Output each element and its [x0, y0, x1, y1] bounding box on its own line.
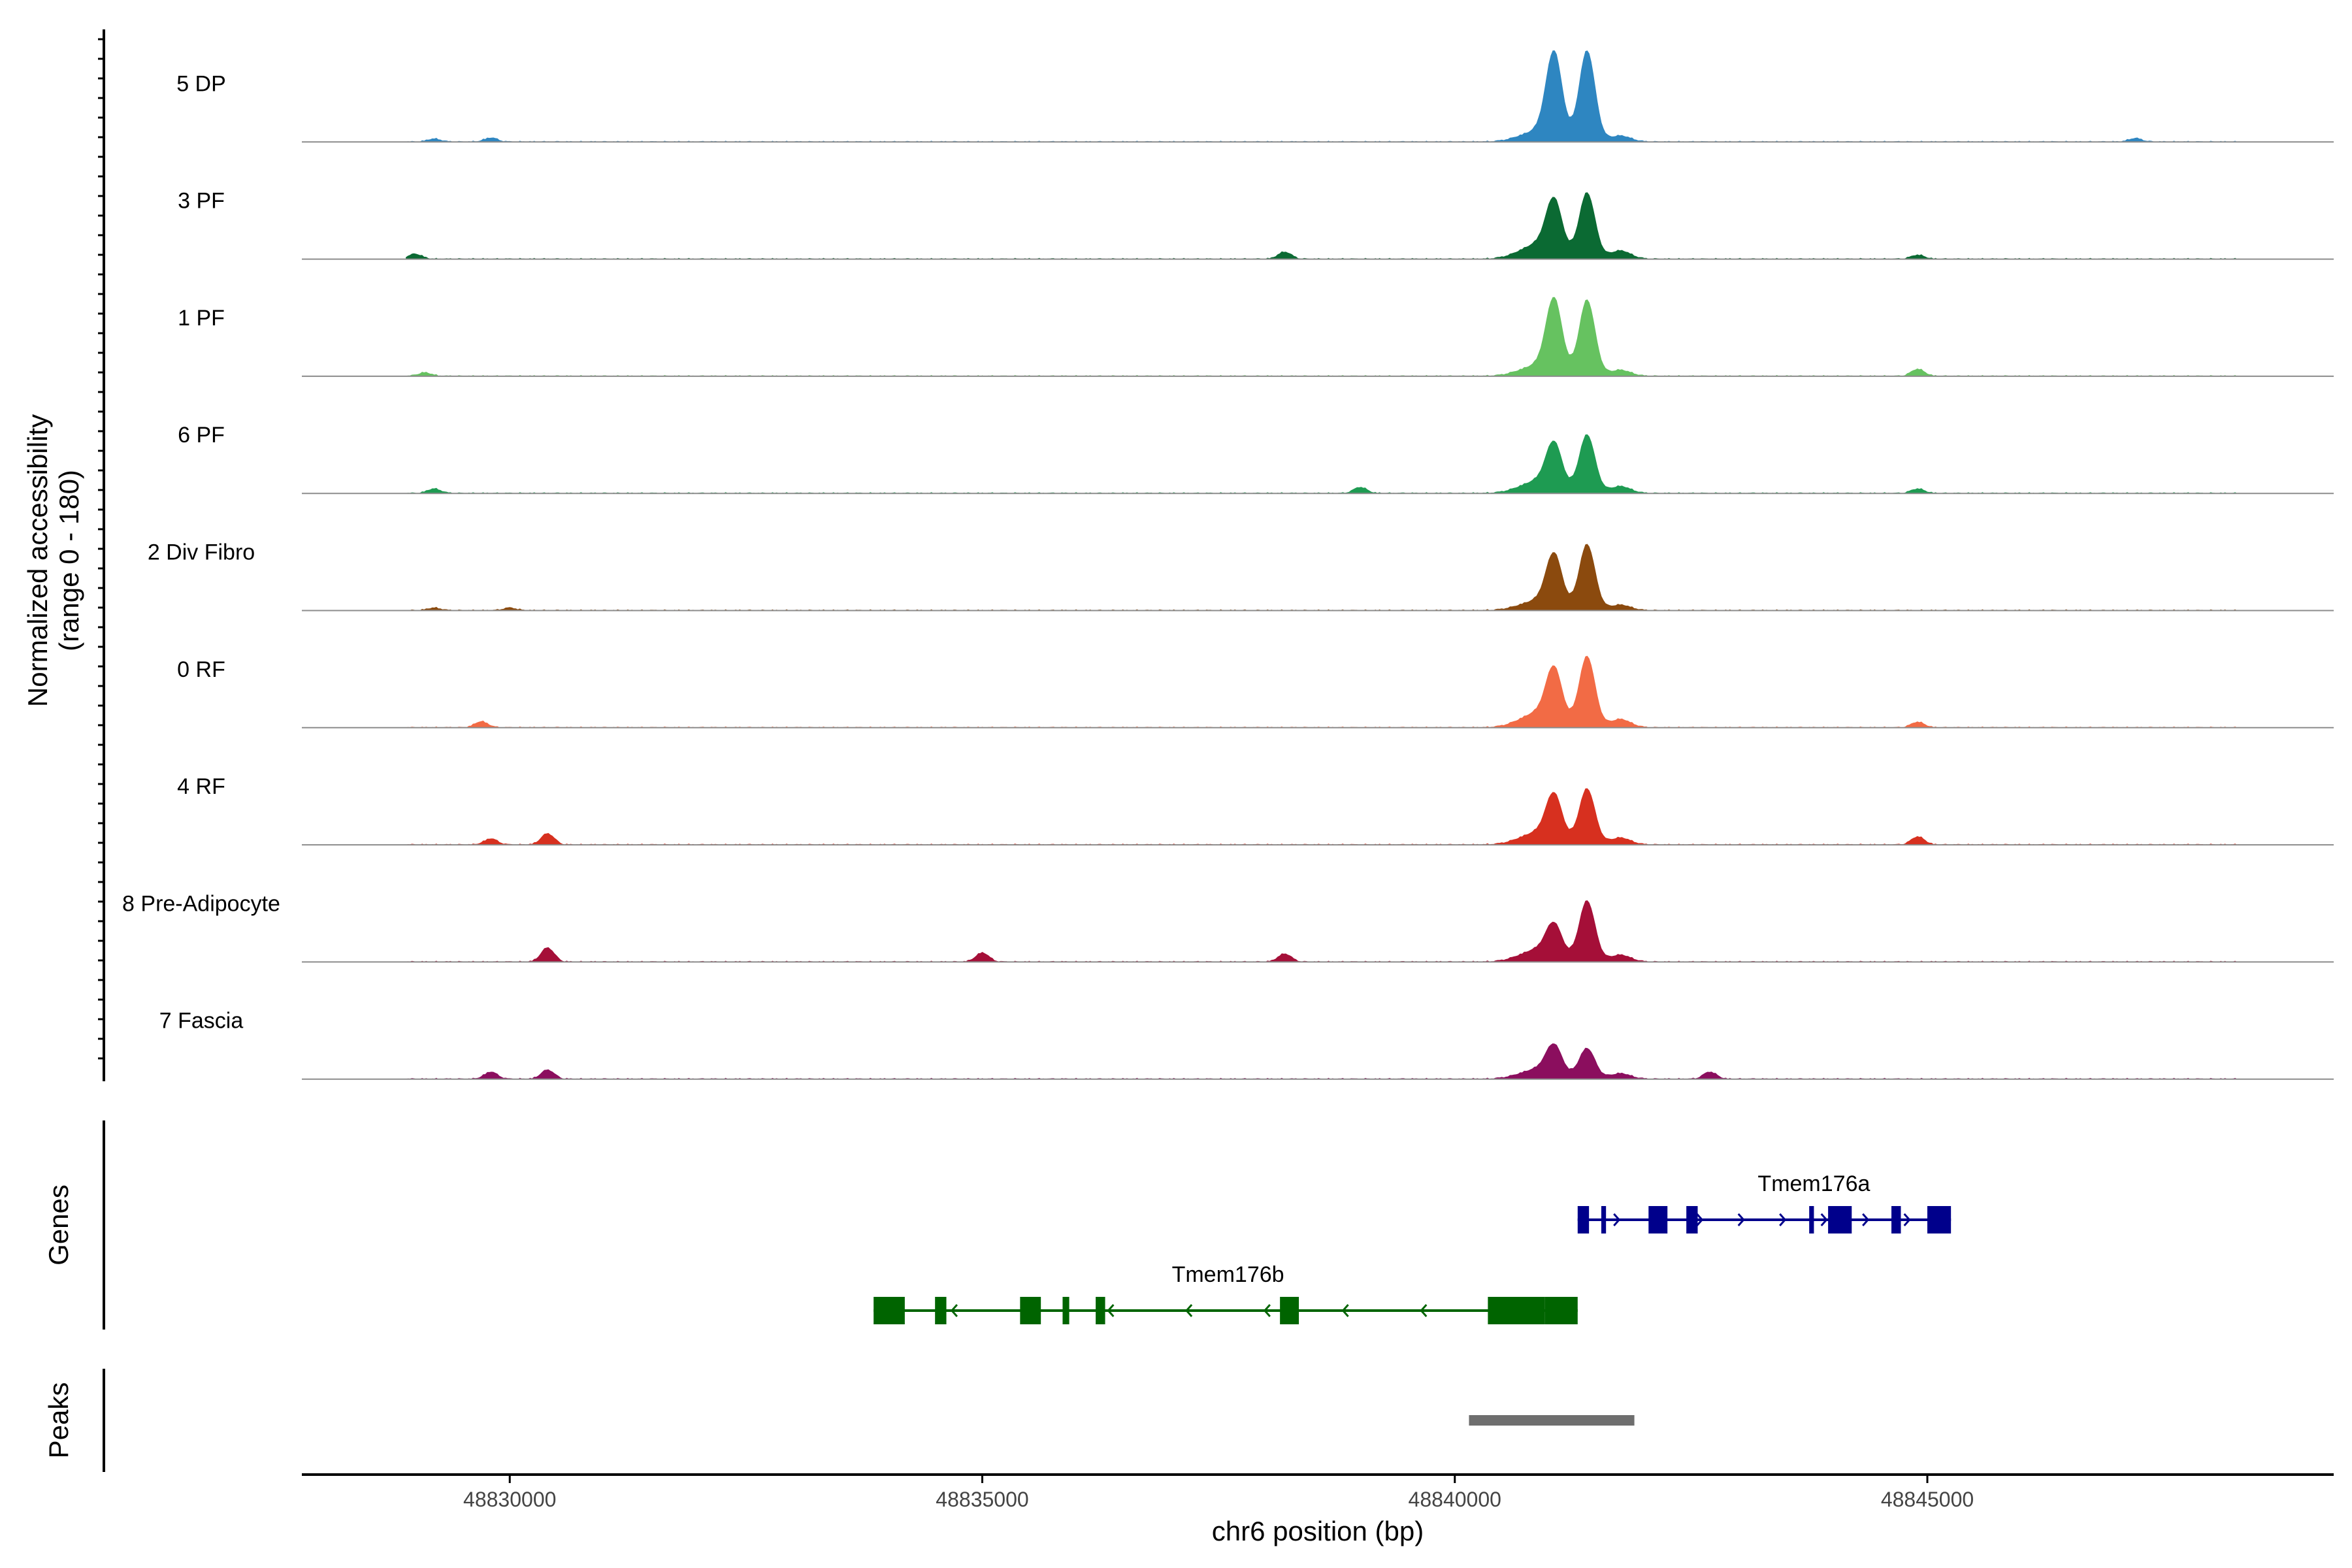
exon-tmem176b	[1096, 1297, 1105, 1324]
strand-arrow	[1862, 1213, 1870, 1226]
exon-tmem176a	[1891, 1206, 1901, 1233]
gene-tmem176b: Tmem176b	[874, 1262, 1578, 1324]
strand-arrow	[1420, 1304, 1428, 1317]
peaks-track-label: Peaks	[43, 1382, 74, 1459]
strand-arrow	[1903, 1213, 1911, 1226]
track-label-8-pre-adipocyte: 8 Pre-Adipocyte	[122, 891, 280, 916]
coverage-area-8-pre-adipocyte	[406, 900, 2240, 962]
gene-label-tmem176b: Tmem176b	[1172, 1262, 1284, 1287]
strand-arrow	[1737, 1213, 1745, 1226]
x-tick-label: 48830000	[463, 1488, 556, 1511]
track-label-6-pf: 6 PF	[178, 423, 225, 448]
exon-tmem176b	[935, 1297, 947, 1324]
strand-arrow	[1696, 1213, 1704, 1226]
coverage-tracks: 5 DP 3 PF 1 PF 6 PF 2 Div Fibro 0 RF 4 RF 8 Pre…	[122, 50, 2334, 1080]
track-label-4-rf: 4 RF	[177, 774, 225, 799]
track-label-3-pf: 3 PF	[178, 189, 225, 214]
genes-track-label: Genes	[43, 1184, 74, 1266]
y-axis-label-line2: (range 0 - 180)	[54, 470, 84, 651]
exon-tmem176a	[1601, 1206, 1607, 1233]
y-axis-label-line1: Normalized accessibility	[22, 414, 53, 707]
coverage-y-axis	[98, 29, 105, 1081]
exon-tmem176a	[1577, 1206, 1590, 1233]
exon-tmem176b	[1280, 1297, 1299, 1324]
x-tick-label: 48835000	[936, 1488, 1028, 1511]
x-axis-label: chr6 position (bp)	[1212, 1516, 1424, 1546]
track-label-2-div-fibro: 2 Div Fibro	[148, 540, 255, 565]
peak-region	[1469, 1415, 1635, 1426]
exon-tmem176a	[1648, 1206, 1668, 1233]
strand-arrow	[1341, 1304, 1349, 1317]
exon-tmem176a	[1686, 1206, 1698, 1233]
strand-arrow	[1613, 1213, 1621, 1226]
strand-arrow	[1820, 1213, 1828, 1226]
genes-track: Tmem176a Tmem176b	[874, 1171, 1952, 1324]
exon-tmem176b	[1062, 1297, 1070, 1324]
track-7-fascia: 7 Fascia	[159, 1009, 2334, 1080]
coverage-area-6-pf	[406, 434, 2240, 494]
coverage-area-7-fascia	[406, 1043, 2240, 1079]
exon-tmem176b	[1020, 1297, 1041, 1324]
coverage-area-2-div-fibro	[406, 544, 2240, 611]
track-label-1-pf: 1 PF	[178, 306, 225, 331]
exon-tmem176b	[874, 1297, 905, 1324]
coverage-area-4-rf	[406, 788, 2240, 845]
exon-tmem176b	[1488, 1297, 1545, 1324]
coverage-area-1-pf	[406, 297, 2240, 376]
strand-arrow	[1779, 1213, 1787, 1226]
track-8-pre-adipocyte: 8 Pre-Adipocyte	[122, 891, 2334, 963]
track-label-7-fascia: 7 Fascia	[159, 1009, 244, 1034]
gene-label-tmem176a: Tmem176a	[1757, 1171, 1870, 1196]
peaks-track	[1469, 1415, 1635, 1426]
track-label-0-rf: 0 RF	[177, 657, 225, 682]
track-6-pf: 6 PF	[178, 423, 2334, 495]
track-0-rf: 0 RF	[177, 655, 2334, 728]
x-tick-label: 48845000	[1881, 1488, 1974, 1511]
coverage-area-3-pf	[406, 192, 2240, 259]
track-label-5-dp: 5 DP	[176, 71, 226, 96]
track-1-pf: 1 PF	[178, 297, 2334, 377]
gene-tmem176a: Tmem176a	[1577, 1171, 1952, 1233]
exon-tmem176a	[1809, 1206, 1814, 1233]
x-axis-ticks: 48830000 48835000 48840000 48845000	[463, 1475, 1974, 1511]
exon-tmem176a	[1927, 1206, 1952, 1233]
coverage-area-5-dp	[406, 50, 2240, 142]
track-2-div-fibro: 2 Div Fibro	[148, 540, 2334, 612]
track-5-dp: 5 DP	[176, 50, 2334, 143]
x-tick-label: 48840000	[1409, 1488, 1501, 1511]
strand-arrow	[1185, 1304, 1193, 1317]
strand-arrow	[1107, 1304, 1115, 1317]
coverage-area-0-rf	[406, 655, 2240, 728]
exon-tmem176b	[1544, 1297, 1578, 1324]
strand-arrow	[950, 1304, 958, 1317]
track-3-pf: 3 PF	[178, 189, 2334, 260]
track-4-rf: 4 RF	[177, 774, 2334, 846]
strand-arrow	[1263, 1304, 1271, 1317]
exon-tmem176a	[1828, 1206, 1852, 1233]
